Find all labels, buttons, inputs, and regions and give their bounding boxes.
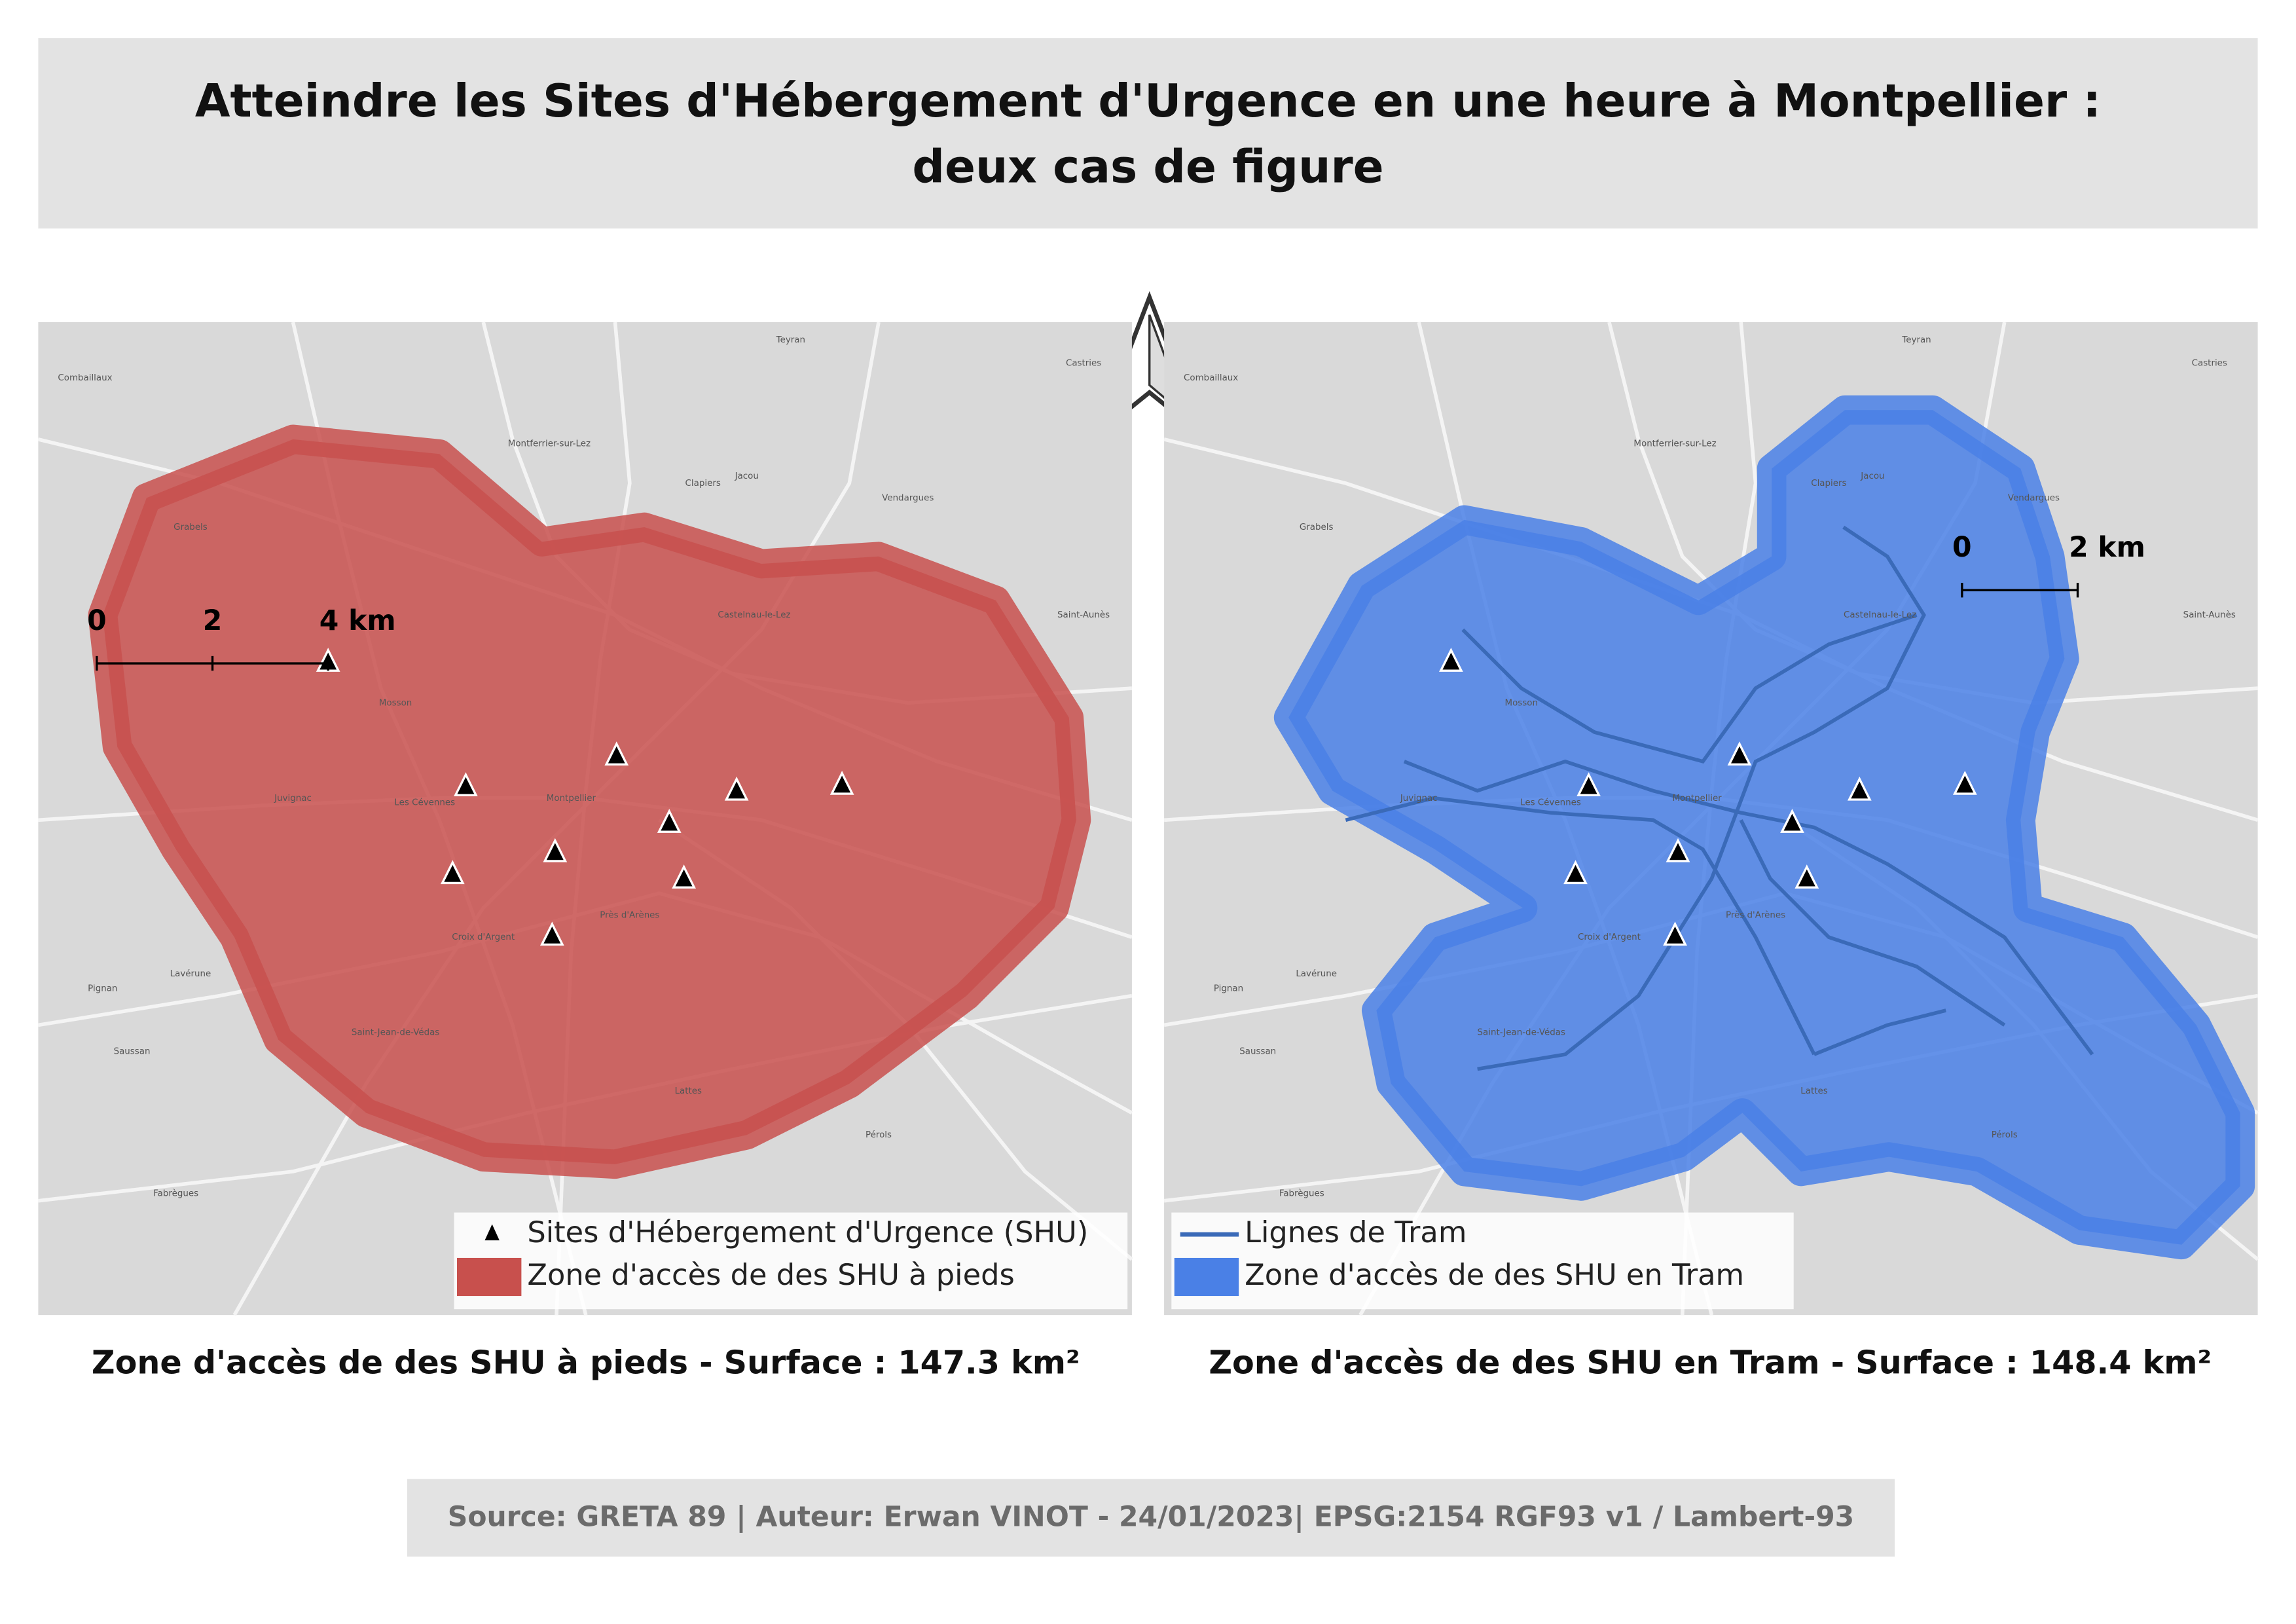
place-label: Les Cévennes	[394, 797, 455, 807]
place-label: Montpellier	[1672, 794, 1722, 803]
place-label: Mosson	[379, 698, 412, 708]
place-label: Fabrègues	[153, 1189, 198, 1199]
tram-line	[1403, 759, 2094, 1056]
place-label: Castries	[2192, 359, 2227, 369]
shu-site	[1795, 864, 1819, 889]
place-label: Lattes	[1800, 1086, 1827, 1096]
legend-box	[1171, 1212, 1794, 1310]
scale-label: 2 km	[2069, 532, 2145, 564]
place-label: Saint-Aunès	[2183, 610, 2236, 620]
place-label: Pérols	[866, 1130, 892, 1140]
place-label: Lavérune	[170, 969, 211, 979]
place-label: Montferrier-sur-Lez	[1633, 439, 1716, 449]
legend-label: Zone d'accès de des SHU en Tram	[1245, 1257, 1744, 1292]
place-label: Clapiers	[685, 479, 721, 489]
map-panel: Montpellier Castelnau-le-Lez Lattes Juvigna…	[37, 322, 1133, 1382]
access-zone	[88, 424, 1091, 1179]
place-label: Montferrier-sur-Lez	[508, 439, 591, 449]
source: Source: GRETA 89 | Auteur: Erwan VINOT -…	[448, 1501, 1854, 1533]
shu-site	[1727, 741, 1752, 766]
place-label: Juvignac	[1400, 794, 1438, 803]
place-label: Montpellier	[547, 794, 596, 803]
legend-site-symbol	[484, 1224, 500, 1241]
shu-site	[604, 741, 629, 766]
shu-site	[724, 776, 749, 801]
place-label: Castelnau-le-Lez	[718, 610, 790, 620]
place-label: Teyran	[1901, 335, 1931, 345]
tram-line	[1739, 819, 2006, 1027]
place-label: Croix d'Argent	[452, 932, 515, 942]
title-line: Atteindre les Sites d'Hébergement d'Urge…	[195, 75, 2101, 128]
scale-label: 0	[1952, 532, 1972, 564]
tram-line	[1477, 525, 1926, 1071]
source-box	[407, 1479, 1895, 1557]
place-label: Juvignac	[274, 794, 312, 803]
shu-site	[1952, 770, 1977, 795]
legend-label: Lignes de Tram	[1245, 1215, 1467, 1249]
shu-site	[1576, 772, 1601, 796]
legend-label: Zone d'accès de des SHU à pieds	[527, 1257, 1014, 1292]
place-label: Saint-Jean-de-Védas	[352, 1027, 439, 1038]
place-label: Croix d'Argent	[1578, 932, 1641, 942]
shu-site	[672, 864, 696, 889]
shu-site	[543, 838, 568, 862]
map-caption: Zone d'accès de des SHU en Tram - Surfac…	[1209, 1344, 2212, 1382]
place-label: Combaillaux	[58, 373, 112, 383]
legend-label: Sites d'Hébergement d'Urgence (SHU)	[527, 1215, 1088, 1249]
shu-site	[1847, 776, 1872, 801]
place-label: Teyran	[776, 335, 805, 345]
tram-line	[1345, 796, 1816, 1056]
shu-site	[1563, 860, 1588, 885]
place-label: Pérols	[1992, 1130, 2018, 1140]
place-label: Près d'Arènes	[600, 910, 659, 921]
legend-zone-symbol	[456, 1257, 522, 1297]
place-label: Mosson	[1505, 698, 1538, 708]
place-label: Fabrègues	[1279, 1189, 1324, 1199]
place-label: Lavérune	[1296, 969, 1337, 979]
access-zone	[1273, 395, 2255, 1260]
place-label: Combaillaux	[1184, 373, 1238, 383]
place-label: Grabels	[173, 523, 208, 532]
shu-site	[539, 921, 564, 946]
place-label: Près d'Arènes	[1726, 910, 1785, 921]
title-line: deux cas de figure	[912, 141, 1383, 193]
shu-site	[657, 809, 682, 833]
tram-line	[1461, 613, 1918, 764]
place-label: Les Cévennes	[1520, 797, 1581, 807]
shu-site	[1666, 838, 1690, 862]
shu-site	[1780, 809, 1804, 833]
place-label: Pignan	[88, 984, 117, 993]
place-label: Jacou	[735, 471, 759, 481]
shu-site	[440, 860, 465, 885]
place-label: Vendargues	[882, 493, 934, 503]
place-label: Lattes	[675, 1086, 702, 1096]
shu-site	[1663, 921, 1687, 946]
shu-site	[1439, 648, 1463, 672]
place-label: Clapiers	[1811, 479, 1846, 489]
map-panel: Montpellier Castelnau-le-Lez Lattes Juvigna…	[1163, 322, 2259, 1382]
place-label: Pignan	[1214, 984, 1243, 993]
scale-label: 0	[87, 605, 107, 637]
place-label: Saint-Jean-de-Védas	[1478, 1027, 1565, 1038]
scale-label: 4 km	[319, 605, 396, 637]
place-label: Saint-Aunès	[1057, 610, 1110, 620]
place-label: Saussan	[1239, 1047, 1276, 1057]
shu-site	[829, 770, 854, 795]
legend-zone-symbol	[1174, 1257, 1239, 1297]
place-label: Saussan	[114, 1047, 151, 1057]
place-label: Grabels	[1300, 523, 1334, 532]
legend-box	[454, 1212, 1128, 1310]
place-label: Castelnau-le-Lez	[1844, 610, 1916, 620]
place-label: Jacou	[1860, 471, 1884, 481]
scale-label: 2	[203, 605, 223, 637]
place-label: Vendargues	[2008, 493, 2060, 503]
map-caption: Zone d'accès de des SHU à pieds - Surfac…	[92, 1344, 1080, 1382]
shu-site	[454, 772, 478, 796]
place-label: Castries	[1066, 359, 1101, 369]
tram-line	[1813, 1008, 1946, 1056]
title-box	[38, 38, 2258, 229]
